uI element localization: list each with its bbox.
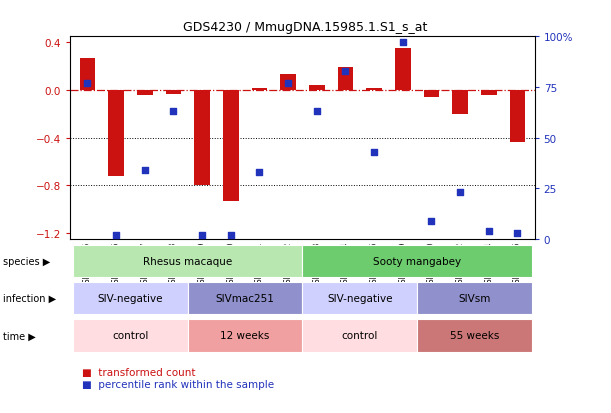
Bar	[194, 91, 210, 186]
Point	[255, 169, 265, 176]
Bar	[280, 75, 296, 91]
Text: SIV-negative: SIV-negative	[327, 293, 392, 304]
Text: ■  transformed count: ■ transformed count	[82, 367, 196, 377]
Bar	[188, 282, 302, 315]
Text: 12 weeks: 12 weeks	[221, 330, 270, 341]
Bar	[302, 245, 532, 278]
Point	[426, 218, 436, 225]
Bar	[108, 91, 124, 176]
Point	[369, 149, 379, 156]
Bar	[395, 49, 411, 91]
Text: species ▶: species ▶	[3, 256, 50, 266]
Point	[197, 232, 207, 239]
Bar	[79, 59, 95, 91]
Text: SIVsm: SIVsm	[458, 293, 491, 304]
Bar	[423, 91, 439, 98]
Text: ■  percentile rank within the sample: ■ percentile rank within the sample	[82, 379, 274, 389]
Bar	[73, 319, 188, 352]
Bar	[302, 319, 417, 352]
Point	[484, 228, 494, 235]
Point	[455, 190, 465, 196]
Point	[398, 40, 408, 47]
Text: SIV-negative: SIV-negative	[98, 293, 163, 304]
Point	[513, 230, 522, 237]
Bar	[188, 319, 302, 352]
Bar	[337, 68, 353, 91]
Bar	[452, 91, 468, 114]
Text: control: control	[112, 330, 148, 341]
Text: time ▶: time ▶	[3, 330, 36, 341]
Bar	[417, 282, 532, 315]
Text: 55 weeks: 55 weeks	[450, 330, 499, 341]
Point	[226, 232, 236, 239]
Bar	[137, 91, 153, 95]
Bar	[417, 319, 532, 352]
Point	[111, 232, 121, 239]
Text: infection ▶: infection ▶	[3, 293, 56, 304]
Text: GDS4230 / MmugDNA.15985.1.S1_s_at: GDS4230 / MmugDNA.15985.1.S1_s_at	[183, 21, 428, 33]
Bar	[510, 91, 525, 143]
Point	[140, 167, 150, 174]
Bar	[73, 245, 302, 278]
Point	[312, 109, 321, 115]
Bar	[309, 86, 324, 91]
Point	[284, 81, 293, 87]
Bar	[166, 91, 181, 94]
Bar	[73, 282, 188, 315]
Point	[340, 68, 350, 75]
Point	[82, 81, 92, 87]
Point	[169, 109, 178, 115]
Text: Rhesus macaque: Rhesus macaque	[143, 256, 232, 266]
Bar	[481, 91, 497, 95]
Text: SIVmac251: SIVmac251	[216, 293, 274, 304]
Text: Sooty mangabey: Sooty mangabey	[373, 256, 461, 266]
Bar	[223, 91, 239, 202]
Bar	[302, 282, 417, 315]
Bar	[366, 88, 382, 91]
Text: control: control	[342, 330, 378, 341]
Bar	[252, 88, 268, 91]
